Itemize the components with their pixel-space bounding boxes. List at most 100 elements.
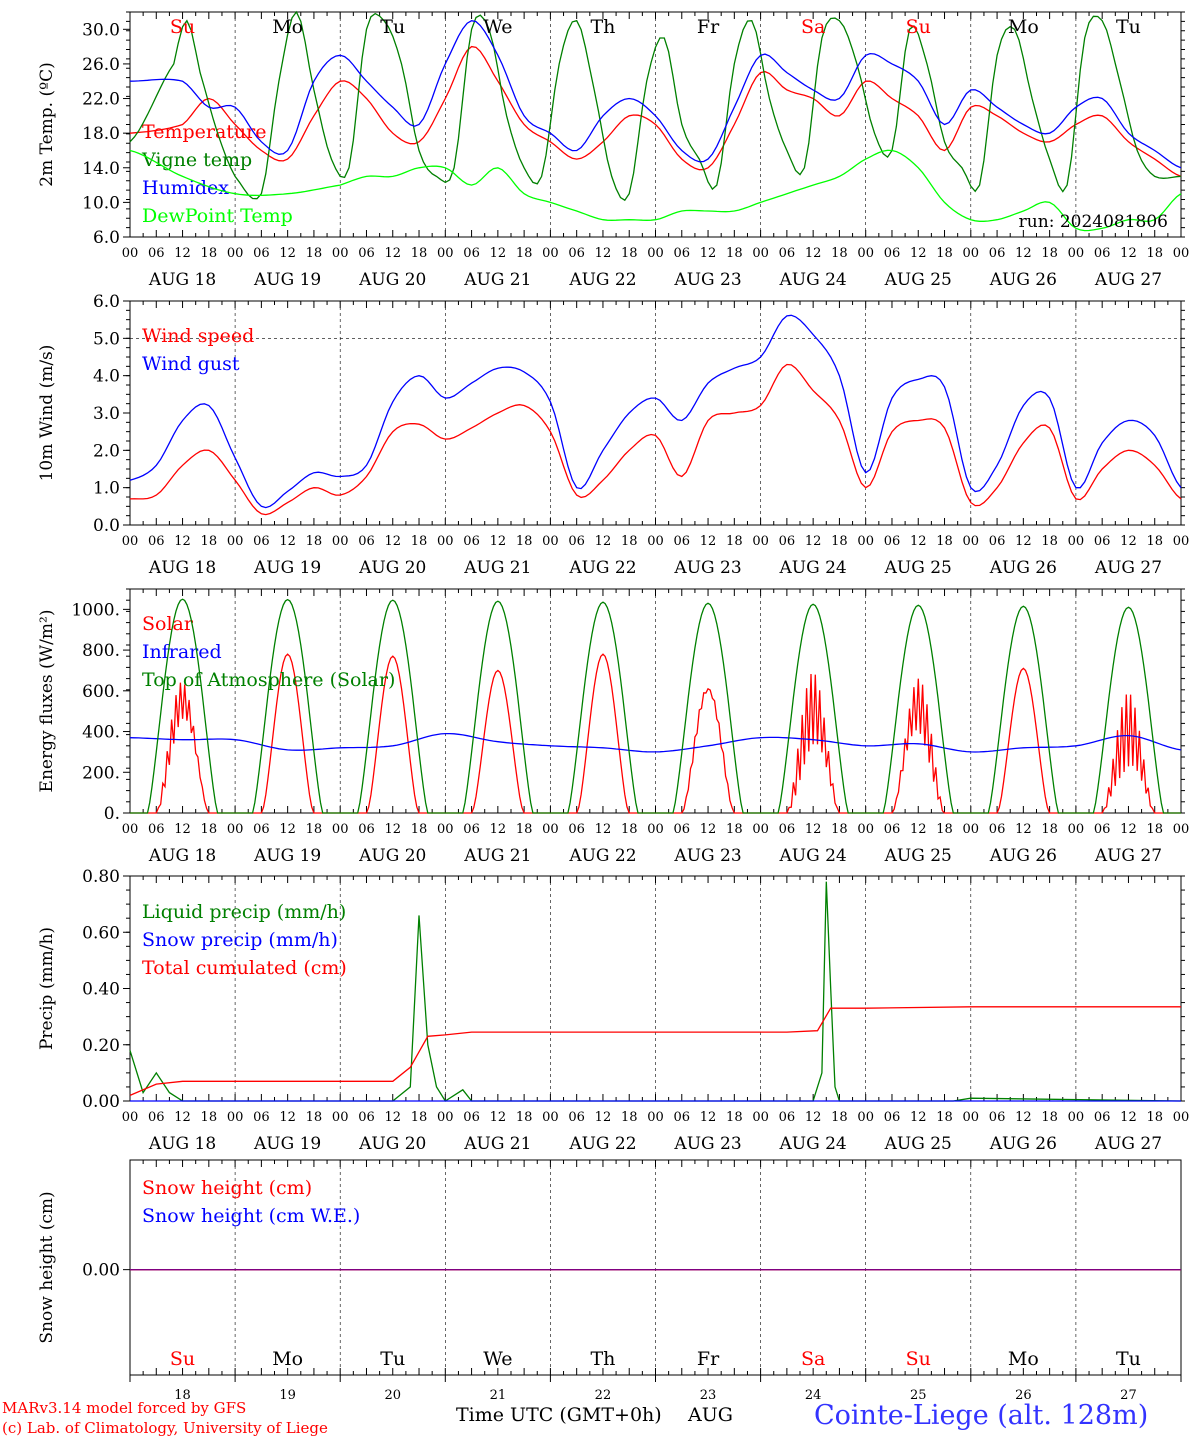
hour-tick-label: 00 <box>857 246 874 261</box>
y-tick-label: 14.0 <box>82 159 120 179</box>
hour-tick-label: 12 <box>910 246 927 261</box>
date-label: AUG 25 <box>884 558 952 578</box>
weekday-label-top: Fr <box>697 16 720 38</box>
y-tick-label: 3.0 <box>93 404 120 424</box>
hour-tick-label: 06 <box>253 822 270 837</box>
hour-tick-label: 18 <box>201 534 218 549</box>
hour-tick-label: 12 <box>490 822 507 837</box>
panel-1: 6.0 10.0 14.0 18.0 22.0 26.0 30.0 2m Temp. (ºC)… <box>37 10 1189 290</box>
station-title: Cointe-Liege (alt. 128m) <box>814 1400 1149 1431</box>
hour-tick-label: 00 <box>542 1110 559 1125</box>
date-label: AUG 22 <box>568 846 636 866</box>
legend-entry: Temperature <box>142 121 266 143</box>
series-line-vigne-temp <box>129 10 1182 202</box>
hour-tick-label: 06 <box>148 246 165 261</box>
weekday-label-top: We <box>483 16 512 38</box>
y-tick-label: 4.0 <box>93 367 120 387</box>
hour-tick-label: 12 <box>1015 822 1032 837</box>
y-axis-label: 10m Wind (m/s) <box>37 345 57 482</box>
hour-tick-label: 06 <box>779 1110 796 1125</box>
y-axis-label: Snow height (cm) <box>37 1191 57 1343</box>
date-label: AUG 23 <box>673 558 741 578</box>
hour-tick-label: 06 <box>1094 1110 1111 1125</box>
day-number-label: 24 <box>805 1388 822 1403</box>
date-label: AUG 18 <box>148 846 216 866</box>
hour-tick-label: 06 <box>568 1110 585 1125</box>
hour-tick-label: 18 <box>411 534 428 549</box>
hour-tick-label: 18 <box>831 534 848 549</box>
hour-tick-label: 18 <box>726 534 743 549</box>
hour-tick-label: 12 <box>595 1110 612 1125</box>
date-label: AUG 22 <box>568 558 636 578</box>
legend-entry: Snow precip (mm/h) <box>142 929 338 951</box>
hour-tick-label: 00 <box>1173 534 1190 549</box>
hour-tick-label: 06 <box>148 822 165 837</box>
series-line-dewpoint-temp <box>129 149 1182 232</box>
weekday-label: Fr <box>697 1348 720 1370</box>
date-label: AUG 24 <box>779 1134 847 1154</box>
legend-entry: Vigne temp <box>141 149 252 171</box>
y-tick-label: 0.00 <box>82 1261 120 1281</box>
y-tick-label: 200. <box>82 763 120 783</box>
footer-model-label: MARv3.14 model forced by GFS <box>2 1399 247 1417</box>
y-tick-label: 6.0 <box>93 292 120 312</box>
date-label: AUG 22 <box>568 1134 636 1154</box>
hour-tick-label: 00 <box>332 246 349 261</box>
date-label: AUG 18 <box>148 270 216 290</box>
hour-tick-label: 00 <box>332 822 349 837</box>
date-label: AUG 23 <box>673 846 741 866</box>
hour-tick-label: 12 <box>910 1110 927 1125</box>
hour-tick-label: 12 <box>384 246 401 261</box>
y-tick-label: 1.0 <box>93 479 120 499</box>
weekday-label: Mo <box>272 1348 303 1370</box>
hour-tick-label: 12 <box>174 246 191 261</box>
panel-4: 0.00 0.20 0.40 0.60 0.80 Precip (mm/h) 00 06 12 1… <box>37 867 1189 1154</box>
hour-tick-label: 00 <box>122 822 139 837</box>
x-axis-month: AUG <box>688 1404 733 1426</box>
hour-tick-label: 00 <box>1068 822 1085 837</box>
date-label: AUG 25 <box>884 270 952 290</box>
hour-tick-label: 00 <box>963 246 980 261</box>
hour-tick-label: 18 <box>1146 246 1163 261</box>
date-label: AUG 19 <box>253 846 321 866</box>
y-tick-label: 0.60 <box>82 923 120 943</box>
series-line-top-of-atmosphere-solar- <box>130 598 1181 814</box>
hour-tick-label: 18 <box>201 246 218 261</box>
y-tick-label: 0.00 <box>82 1092 120 1112</box>
weekday-label: Sa <box>801 1348 825 1370</box>
y-axis-label: 2m Temp. (ºC) <box>37 62 57 187</box>
hour-tick-label: 00 <box>752 246 769 261</box>
hour-tick-label: 12 <box>174 534 191 549</box>
hour-tick-label: 06 <box>674 246 691 261</box>
hour-tick-label: 12 <box>1015 534 1032 549</box>
date-label: AUG 20 <box>358 846 426 866</box>
hour-tick-label: 18 <box>1041 246 1058 261</box>
legend-entry: Snow height (cm) <box>142 1177 312 1199</box>
hour-tick-label: 12 <box>595 822 612 837</box>
date-label: AUG 18 <box>148 558 216 578</box>
weekday-label-top: Mo <box>1008 16 1039 38</box>
run-annotation: run: 2024081806 <box>1019 212 1168 232</box>
hour-tick-label: 12 <box>384 822 401 837</box>
hour-tick-label: 06 <box>779 534 796 549</box>
hour-tick-label: 00 <box>647 1110 664 1125</box>
hour-tick-label: 18 <box>516 534 533 549</box>
y-tick-label: 5.0 <box>93 329 120 349</box>
date-label: AUG 25 <box>884 846 952 866</box>
y-tick-label: 30.0 <box>82 20 120 40</box>
hour-tick-label: 18 <box>726 822 743 837</box>
day-number-label: 21 <box>490 1388 507 1403</box>
legend-entry: Solar <box>142 613 194 635</box>
hour-tick-label: 12 <box>805 1110 822 1125</box>
date-label: AUG 24 <box>779 270 847 290</box>
date-label: AUG 21 <box>463 558 531 578</box>
hour-tick-label: 06 <box>568 822 585 837</box>
y-tick-label: 0. <box>104 804 120 824</box>
hour-tick-label: 18 <box>831 246 848 261</box>
date-label: AUG 21 <box>463 1134 531 1154</box>
y-tick-label: 400. <box>82 723 120 743</box>
weekday-label: Th <box>590 1348 615 1370</box>
hour-tick-label: 12 <box>700 822 717 837</box>
x-axis-title: Time UTC (GMT+0h) <box>456 1404 662 1426</box>
hour-tick-label: 12 <box>1120 534 1137 549</box>
